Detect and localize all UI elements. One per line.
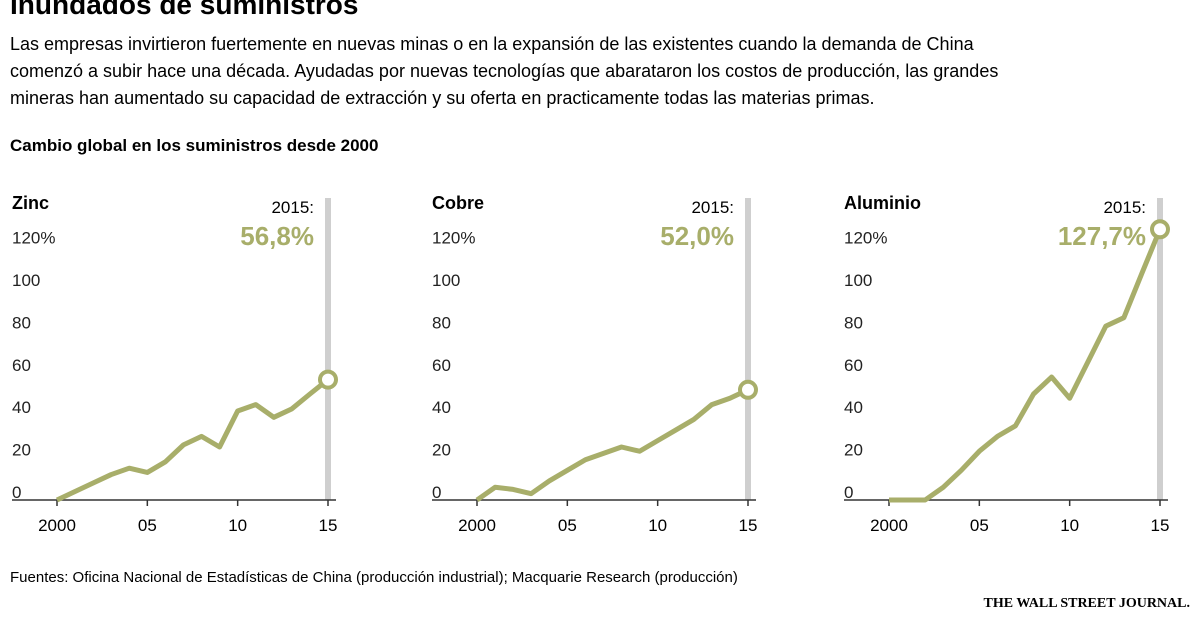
value-label: 127,7% [1058,221,1146,251]
line [55,377,330,503]
subtitle-line: Las empresas invirtieron fuertemente en … [10,34,975,54]
y-tick-label: 60 [844,356,863,375]
x-tick-label: 2000 [38,516,76,535]
end-marker [738,379,758,400]
x-tick-label: 15 [319,516,338,535]
value-label: 52,0% [660,221,734,251]
y-tick-label: 20 [432,441,451,460]
y-tick-label: 40 [432,398,451,417]
y-tick-label: 60 [432,356,451,375]
y-tick-label: 0 [432,483,441,502]
y-tick-label: 100 [12,271,40,290]
chart-title: Aluminio [844,193,921,213]
line [889,228,1163,503]
x-tick-label: 15 [739,516,758,535]
highlight-bar [1157,198,1163,500]
chart-title: Zinc [12,193,49,213]
x-tick-label: 10 [1060,516,1079,535]
annotation: 2015: [271,198,314,217]
y-tick-label: 20 [844,441,863,460]
value-label: 56,8% [240,221,314,251]
x-tick-label: 2000 [870,516,908,535]
y-tick-label: 0 [844,483,853,502]
brand: THE WALL STREET JOURNAL. [984,596,1190,611]
y-tick-label: 80 [844,313,863,332]
page-title: Inundados de suministros [10,0,358,20]
y-tick-label: 20 [12,441,31,460]
y-tick-label: 120% [844,229,887,248]
x-tick-label: 10 [648,516,667,535]
subtitle-line: mineras han aumentado su capacidad de ex… [10,88,874,108]
end-marker [318,369,338,390]
x-tick-label: 05 [558,516,577,535]
highlight-bar [325,198,331,500]
y-tick-label: 100 [844,271,872,290]
y-tick-label: 80 [432,313,451,332]
highlight-bar [745,198,751,500]
y-tick-label: 100 [432,271,460,290]
x-tick-label: 05 [970,516,989,535]
y-tick-label: 40 [844,398,863,417]
y-tick-label: 120% [432,229,475,248]
y-tick-label: 80 [12,313,31,332]
annotation: 2015: [1103,198,1146,217]
y-tick-label: 120% [12,229,55,248]
line [475,387,750,503]
x-tick-label: 05 [138,516,157,535]
annotation: 2015: [691,198,734,217]
y-tick-label: 0 [12,483,21,502]
y-tick-label: 40 [12,398,31,417]
chart-heading: Cambio global en los suministros desde 2… [10,136,378,155]
x-tick-label: 10 [228,516,247,535]
x-tick-label: 2000 [458,516,496,535]
end-marker [1150,219,1170,240]
x-tick-label: 15 [1151,516,1170,535]
subtitle-line: comenzó a subir hace una década. Ayudada… [10,61,998,81]
chart-title: Cobre [432,193,484,213]
source: Fuentes: Oficina Nacional de Estadística… [10,569,738,586]
y-tick-label: 60 [12,356,31,375]
